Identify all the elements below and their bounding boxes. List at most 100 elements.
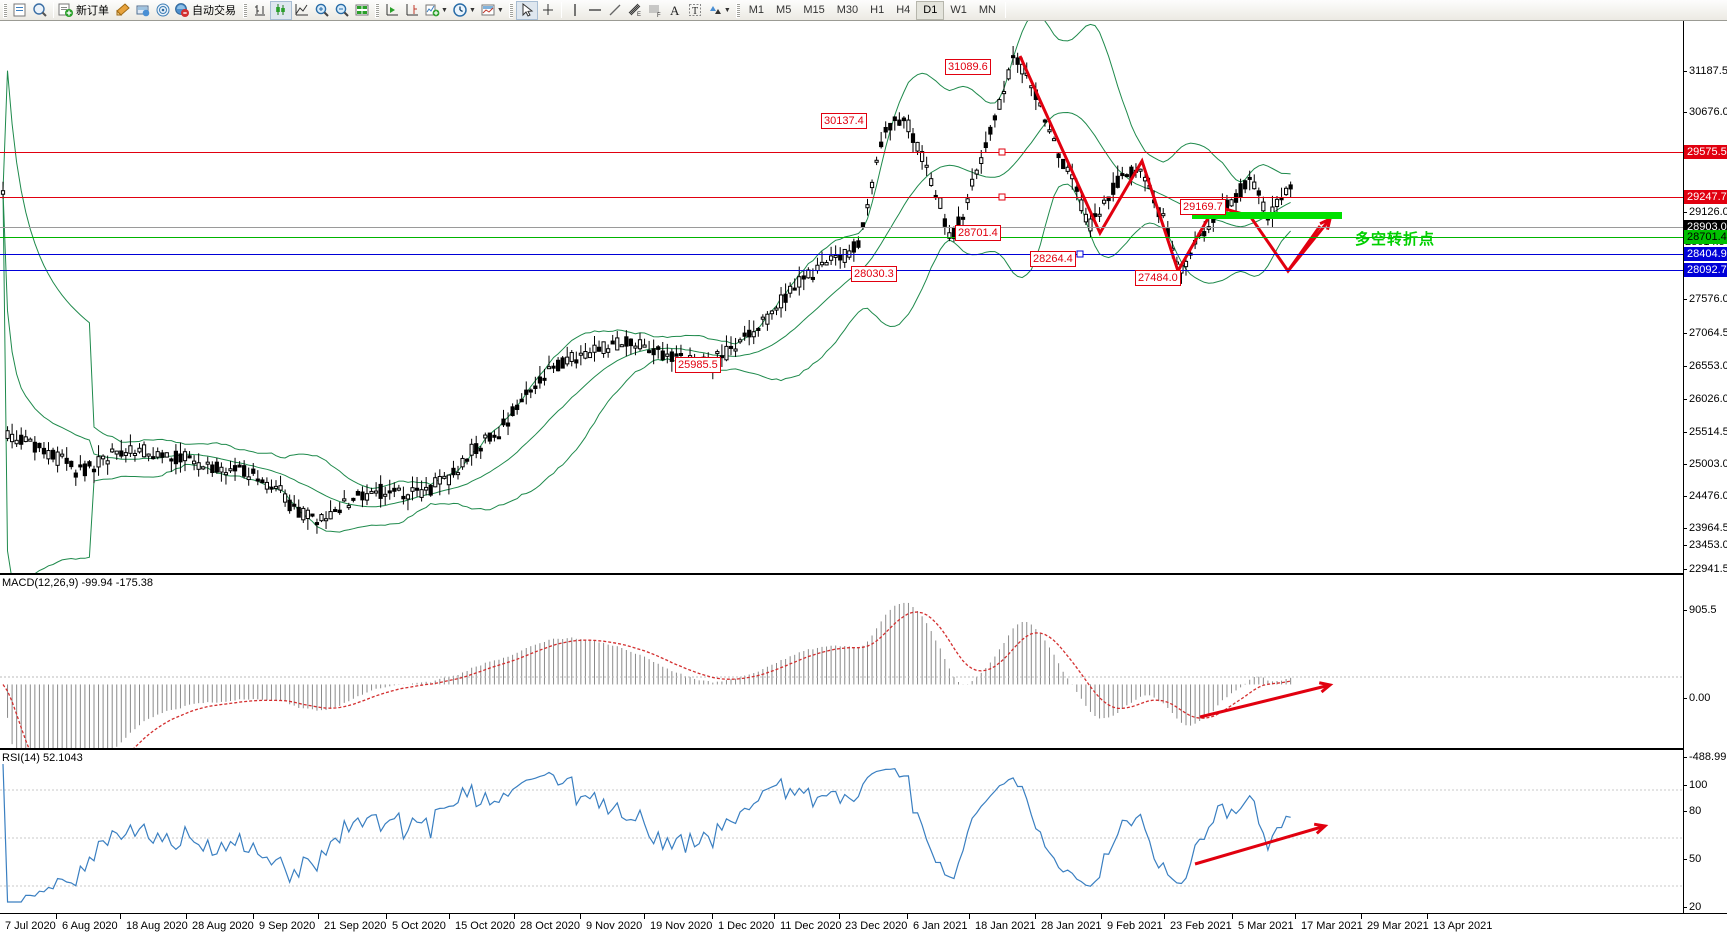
timeframe-D1[interactable]: D1 [916,0,945,20]
level-line-29247.7[interactable] [0,197,1683,198]
price-tag[interactable]: 28264.4 [1030,251,1076,267]
new-chart-icon[interactable] [10,1,30,20]
indicators-icon[interactable]: ▼ [422,1,450,20]
rsi-label: RSI(14) 52.1043 [2,752,83,764]
price-tag[interactable]: 31089.6 [945,59,991,75]
line-chart-icon[interactable] [292,1,312,20]
price-tick: 29126.0 [1683,206,1727,218]
chevron-down-icon[interactable]: ▼ [441,6,448,14]
metaeditor-icon[interactable] [113,1,133,20]
price-tag[interactable]: 30137.4 [821,113,867,129]
price-scale[interactable]: 31187.530676.030164.529126.027576.027064… [1683,21,1727,913]
autotrading-button[interactable]: 自动交易 [173,1,240,20]
date-tick: 28 Aug 2020 [186,914,254,932]
date-tick: 28 Oct 2020 [514,914,580,932]
svg-text:E: E [637,12,641,18]
text-label-icon[interactable]: T [685,1,705,20]
price-axis-line [1683,21,1684,913]
time-axis-line [0,913,1727,914]
signals-icon[interactable] [153,1,173,20]
candlestick-icon[interactable] [270,0,292,20]
date-tick: 21 Sep 2020 [317,914,387,932]
text-icon[interactable]: A [665,1,685,20]
date-scale[interactable]: 7 Jul 2020 6 Aug 2020 18 Aug 2020 28 Aug 20… [0,914,1727,942]
price-tag[interactable]: 29169.7 [1180,199,1226,215]
date-tick: 23 Dec 2020 [838,914,908,932]
date-tick: 9 Sep 2020 [252,914,316,932]
timeframe-M5[interactable]: M5 [776,4,792,16]
level-line-handle[interactable] [998,193,1006,201]
macd-pane[interactable] [0,577,1683,750]
price-tick: 27576.0 [1683,293,1727,305]
timeframe-M30[interactable]: M30 [836,4,859,16]
level-line-29575.5[interactable] [0,152,1683,153]
chart-shift-icon[interactable] [402,1,422,20]
data-window-icon[interactable] [352,1,372,20]
cursor-icon[interactable] [515,0,538,20]
price-level-label: 28404.9 [1684,247,1727,261]
new-order-label: 新订单 [76,5,109,17]
toolbar-grip[interactable] [3,2,7,18]
vertical-line-icon[interactable] [565,1,585,20]
date-tick: 29 Mar 2021 [1361,914,1429,932]
date-tick: 5 Mar 2021 [1232,914,1294,932]
level-line-28404.9[interactable] [0,254,1683,255]
price-tick: 24476.0 [1683,490,1727,502]
zoom-in-icon[interactable] [312,1,332,20]
price-tag[interactable]: 28030.3 [851,266,897,282]
toolbar-grip-4[interactable] [508,2,513,18]
timeframe-MN[interactable]: MN [978,4,996,16]
toolbar-grip-5[interactable] [735,2,740,18]
new-order-icon [58,2,74,18]
level-line-28092.7[interactable] [0,270,1683,271]
price-level-label: 29247.7 [1684,190,1727,204]
crosshair-icon[interactable] [538,1,558,20]
terminal-icon[interactable] [133,1,153,20]
profiles-icon[interactable] [30,1,50,20]
chevron-down-icon-3[interactable]: ▼ [496,6,504,14]
timeframe-H4[interactable]: H4 [896,4,911,16]
date-tick: 15 Oct 2020 [449,914,515,932]
macd-label: MACD(12,26,9) -99.94 -175.38 [2,577,154,589]
timeframe-M15[interactable]: M15 [803,4,825,16]
timeframe-M1[interactable]: M1 [748,4,765,16]
price-tick: 0.00 [1683,692,1710,704]
pane-separator-1 [0,573,1683,575]
price-tick: -488.99 [1683,751,1726,763]
fibonacci-icon[interactable]: F [645,1,665,20]
main-toolbar: 新订单 自动交易 [0,0,1727,21]
price-level-label: 28092.7 [1684,263,1727,277]
horizontal-line-icon[interactable] [585,1,605,20]
date-tick: 19 Nov 2020 [643,914,713,932]
chevron-down-icon-2[interactable]: ▼ [468,6,476,14]
price-tag[interactable]: 25985.5 [675,357,721,373]
price-tag[interactable]: 27484.0 [1135,270,1181,286]
bar-chart-icon[interactable] [250,1,270,20]
price-tick: 30676.0 [1683,106,1727,118]
price-tick: 26553.0 [1683,360,1727,372]
zoom-out-icon[interactable] [332,1,352,20]
level-line-handle[interactable] [998,148,1006,156]
chevron-down-icon-4[interactable]: ▼ [723,6,731,14]
equidistant-channel-icon[interactable]: E [625,1,645,20]
autotrading-label: 自动交易 [192,5,236,17]
timeframe-H1[interactable]: H1 [870,4,885,16]
date-tick: 17 Mar 2021 [1295,914,1363,932]
clock-icon[interactable]: ▼ [450,1,478,20]
price-tick: 25514.5 [1683,426,1727,438]
trendline-icon[interactable] [605,1,625,20]
rsi-pane[interactable] [0,752,1683,913]
shapes-icon[interactable]: ▼ [705,1,733,20]
templates-icon[interactable]: ▼ [478,1,506,20]
auto-scroll-icon[interactable] [382,1,402,20]
timeframe-W1[interactable]: W1 [950,4,967,16]
new-order-button[interactable]: 新订单 [57,1,113,20]
level-line-handle[interactable] [1076,250,1084,258]
price-chart-pane[interactable] [0,21,1683,575]
price-level-label: 29575.5 [1684,145,1727,159]
date-tick: 7 Jul 2020 [0,914,56,932]
toolbar-grip-3[interactable] [375,2,379,18]
toolbar-grip-2[interactable] [243,2,247,18]
toolbar-separator-3 [1004,2,1006,18]
price-tag[interactable]: 28701.4 [955,225,1001,241]
